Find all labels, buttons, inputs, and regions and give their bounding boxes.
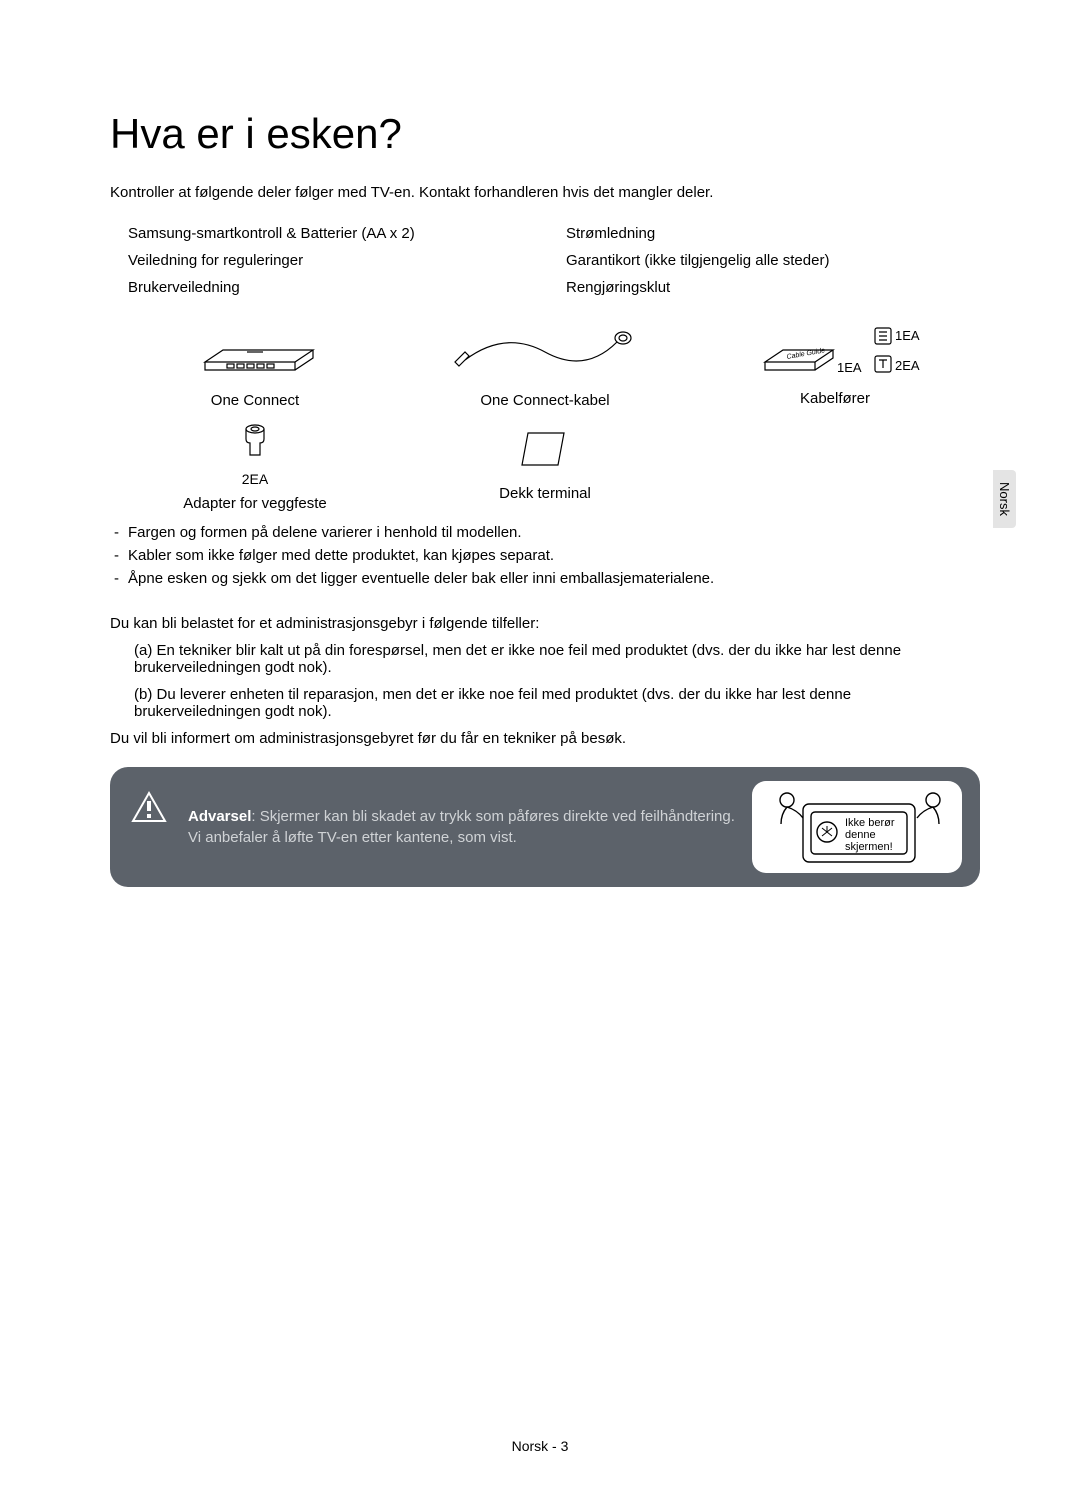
language-tab: Norsk — [993, 470, 1016, 528]
fee-a: (a) En tekniker blir kalt ut på din fore… — [110, 642, 980, 676]
item-left-1: Veiledning for reguleringer — [128, 252, 542, 269]
page-title: Hva er i esken? — [110, 110, 980, 158]
warning-body: : Skjermer kan bli skadet av trykk som p… — [188, 808, 735, 846]
one-connect-label: One Connect — [211, 392, 299, 409]
page-footer: Norsk - 3 — [0, 1438, 1080, 1454]
cover-label: Dekk terminal — [499, 485, 591, 502]
warning-icon-wrap — [110, 783, 188, 831]
notes-list: Fargen og formen på delene varierer i he… — [110, 524, 980, 587]
one-connect-cable-label: One Connect-kabel — [480, 392, 609, 409]
warning-text: Advarsel: Skjermer kan bli skadet av try… — [188, 806, 752, 848]
illus-line3: skjermen! — [845, 841, 893, 853]
fee-out: Du vil bli informert om administrasjonsg… — [110, 730, 980, 747]
tv-handling-icon: Ikke berør denne skjermen! — [757, 784, 957, 870]
item-right-0: Strømledning — [566, 225, 980, 242]
included-items-grid: Samsung-smartkontroll & Batterier (AA x … — [110, 225, 980, 296]
one-connect-cable-diagram: One Connect-kabel — [400, 322, 690, 409]
adapter-diagram: 2EA Adapter for veggfeste — [110, 421, 400, 512]
illus-line1: Ikke berør — [845, 817, 895, 829]
item-right-2: Rengjøringsklut — [566, 279, 980, 296]
cable-guide-label: Kabelfører — [800, 390, 870, 407]
diagram-row-1: One Connect One Connect-kabel Cable Guid… — [110, 322, 980, 409]
item-right-1: Garantikort (ikke tilgjengelig alle sted… — [566, 252, 980, 269]
item-left-2: Brukerveiledning — [128, 279, 542, 296]
warning-box: Advarsel: Skjermer kan bli skadet av try… — [110, 767, 980, 887]
note-2: Åpne esken og sjekk om det ligger eventu… — [110, 570, 980, 587]
fee-b: (b) Du leverer enheten til reparasjon, m… — [110, 686, 980, 720]
adapter-icon — [235, 421, 275, 467]
one-connect-diagram: One Connect — [110, 322, 400, 409]
illus-line2: denne — [845, 829, 876, 841]
adapter-qty: 2EA — [242, 471, 268, 487]
adapter-label: Adapter for veggfeste — [183, 495, 326, 512]
warning-label: Advarsel — [188, 808, 251, 825]
cg-qty-1ea-top: 1EA — [895, 328, 920, 343]
warning-icon — [123, 783, 175, 831]
one-connect-icon — [185, 322, 325, 384]
fee-intro: Du kan bli belastet for et administrasjo… — [110, 615, 980, 632]
note-1: Kabler som ikke følger med dette produkt… — [110, 547, 980, 564]
cable-guide-diagram: Cable Guide 1EA 1EA 2EA Kabelfører — [690, 322, 980, 409]
item-left-0: Samsung-smartkontroll & Batterier (AA x … — [128, 225, 542, 242]
cable-icon — [445, 322, 645, 384]
note-0: Fargen og formen på delene varierer i he… — [110, 524, 980, 541]
cover-diagram: Dekk terminal — [400, 421, 690, 512]
cg-qty-1ea-bottom: 1EA — [837, 360, 862, 375]
cover-icon — [510, 421, 580, 477]
warning-illustration: Ikke berør denne skjermen! — [752, 781, 962, 873]
diagram-row-2: 2EA Adapter for veggfeste Dekk terminal — [110, 421, 980, 512]
cg-qty-2ea: 2EA — [895, 358, 920, 373]
intro-text: Kontroller at følgende deler følger med … — [110, 184, 980, 201]
